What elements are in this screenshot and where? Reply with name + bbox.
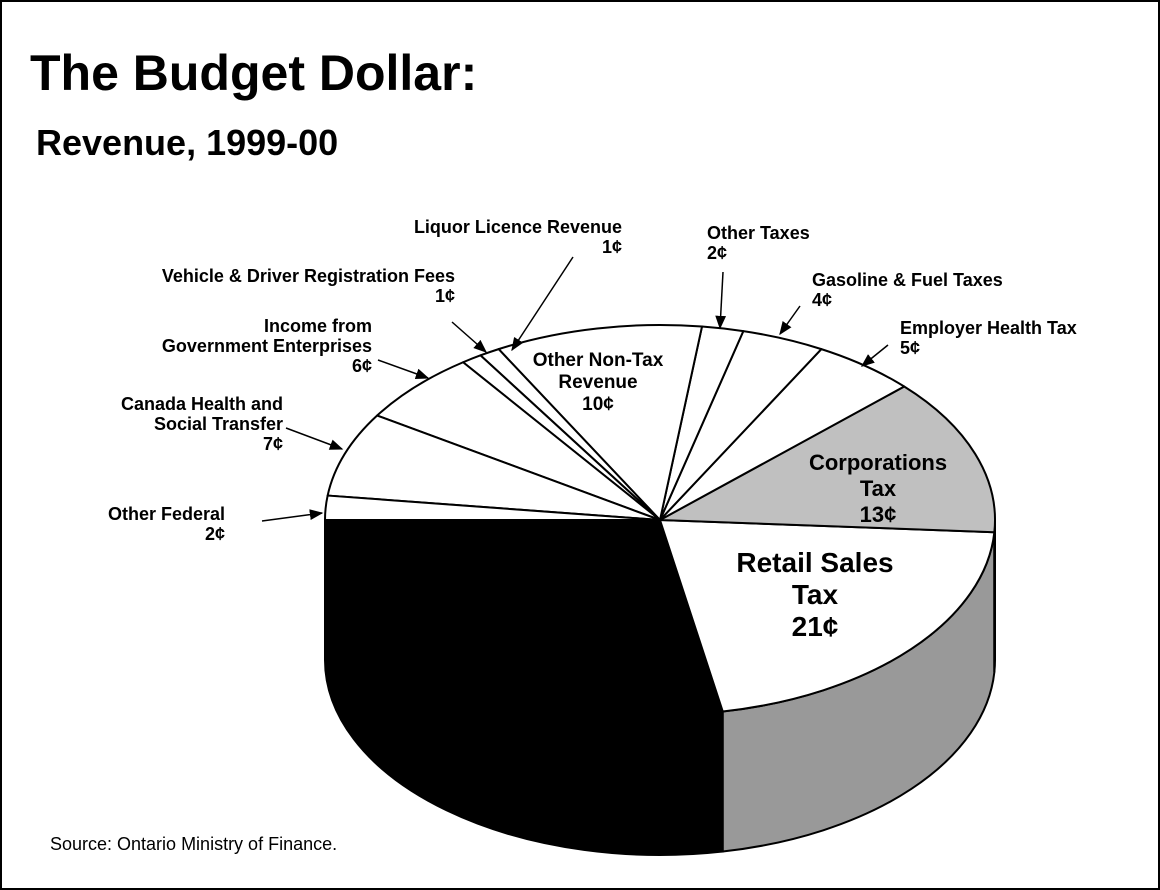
slice-label: Retail Sales Tax <box>736 547 893 610</box>
chart-title: The Budget Dollar: <box>30 45 477 101</box>
leader-arrow <box>511 256 574 352</box>
leader-arrow <box>860 344 889 367</box>
value-label: 1¢ <box>602 237 622 257</box>
slice-label: Income from Government Enterprises <box>162 316 372 356</box>
slice-label: Employer Health Tax <box>900 318 1077 338</box>
slice-label: Other Taxes <box>707 223 810 243</box>
slice-label: Liquor Licence Revenue <box>414 217 622 237</box>
leader-arrow <box>261 509 324 522</box>
slice-label: Corporations Tax <box>809 450 947 501</box>
slice <box>324 519 724 716</box>
slice-label: Personal Income Tax <box>472 570 624 633</box>
source: Source: Ontario Ministry of Finance. <box>50 834 337 854</box>
slice-label: Other Non-Tax Revenue <box>533 350 664 393</box>
value-label: 6¢ <box>352 356 372 376</box>
value-label: 10¢ <box>582 394 614 415</box>
value-label: 5¢ <box>900 338 920 358</box>
slice-label: Vehicle & Driver Registration Fees <box>162 266 455 286</box>
leader-arrow <box>285 427 344 450</box>
leader-arrow <box>779 305 801 336</box>
value-label: 1¢ <box>435 286 455 306</box>
value-label: 21¢ <box>792 611 839 642</box>
value-label: 2¢ <box>707 243 727 263</box>
slice-label: Canada Health and Social Transfer <box>121 394 283 434</box>
leader-arrow <box>715 271 727 330</box>
slice-side <box>993 519 996 673</box>
slice-label: Other Federal <box>108 504 225 524</box>
value-label: 28¢ <box>525 634 572 665</box>
slice <box>659 385 996 534</box>
value-label: 13¢ <box>860 502 897 527</box>
value-label: 4¢ <box>812 290 832 310</box>
chart-subtitle: Revenue, 1999-00 <box>36 122 338 163</box>
leader-arrow <box>377 359 430 379</box>
slice <box>376 361 661 521</box>
slice <box>324 494 661 521</box>
value-label: 7¢ <box>263 434 283 454</box>
slice-label: Gasoline & Fuel Taxes <box>812 270 1003 290</box>
slice <box>659 519 996 713</box>
slice <box>326 414 661 521</box>
leader-arrow <box>451 321 488 353</box>
value-label: 2¢ <box>205 524 225 544</box>
